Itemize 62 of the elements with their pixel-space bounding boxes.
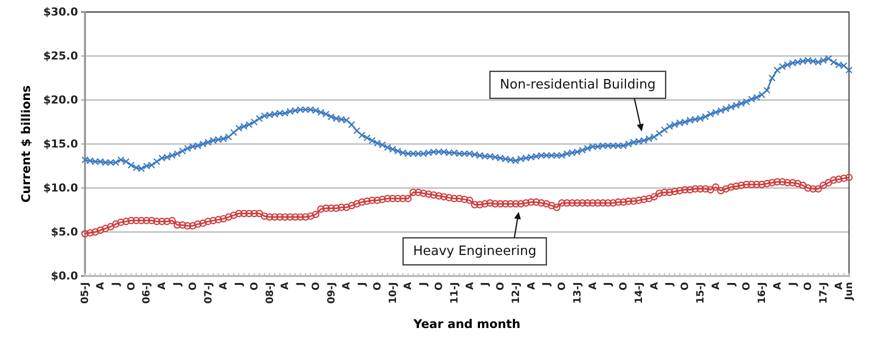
- x-tick-label: Jun: [844, 282, 856, 301]
- x-tick-label: O: [742, 282, 753, 291]
- x-tick-label: O: [188, 282, 199, 291]
- x-tick-label: O: [434, 282, 445, 291]
- x-tick-label: 12-J: [510, 282, 522, 304]
- x-tick-label: A: [834, 282, 845, 290]
- y-tick-label: $25.0: [43, 50, 78, 63]
- x-tick-label: O: [803, 282, 814, 291]
- x-tick-label: A: [464, 282, 476, 290]
- y-axis-title: Current $ billions: [19, 85, 33, 203]
- x-tick-label: J: [172, 282, 184, 287]
- y-tick-label: $0.0: [50, 270, 78, 283]
- x-tick-label: A: [403, 282, 414, 290]
- y-tick-label: $15.0: [43, 138, 78, 151]
- y-tick-label: $20.0: [43, 94, 78, 107]
- x-tick-label: J: [296, 282, 307, 287]
- x-tick-label: A: [649, 282, 660, 290]
- x-tick-label: A: [96, 282, 107, 290]
- x-tick-label: A: [342, 282, 353, 290]
- x-tick-label: 13-J: [572, 282, 584, 304]
- x-tick-label: A: [526, 282, 538, 290]
- x-tick-label: O: [618, 282, 630, 291]
- x-tick-label: O: [557, 282, 568, 291]
- x-tick-label: J: [357, 282, 368, 287]
- y-tick-label: $10.0: [43, 182, 78, 195]
- x-tick-label: 15-J: [696, 282, 706, 304]
- x-tick-label: O: [310, 282, 322, 291]
- x-tick-label: A: [588, 282, 599, 290]
- x-tick-label: O: [372, 282, 384, 291]
- x-tick-label: J: [664, 282, 676, 287]
- x-tick-label: 16-J: [757, 282, 768, 304]
- x-tick-label: O: [126, 282, 138, 291]
- x-tick-label: J: [418, 282, 430, 287]
- x-tick-label: A: [218, 282, 230, 290]
- x-tick-label: J: [234, 282, 246, 287]
- x-tick-label: J: [788, 282, 799, 287]
- x-tick-label: 10-J: [388, 282, 399, 304]
- x-tick-label: J: [603, 282, 614, 287]
- x-tick-label: 09-J: [326, 282, 338, 304]
- x-tick-label: 14-J: [634, 282, 645, 304]
- x-tick-label: 17-J: [818, 282, 830, 304]
- x-tick-label: O: [496, 282, 507, 291]
- y-tick-label: $5.0: [50, 226, 78, 239]
- x-tick-label: A: [157, 282, 168, 290]
- text: Non-residential Building: [500, 77, 656, 92]
- x-tick-label: J: [542, 282, 553, 287]
- text: Heavy Engineering: [413, 244, 536, 259]
- x-tick-label: A: [710, 282, 722, 290]
- x-tick-label: 08-J: [264, 282, 276, 304]
- y-tick-label: $30.0: [43, 6, 78, 19]
- x-tick-label: A: [280, 282, 292, 290]
- x-tick-label: 07-J: [203, 282, 214, 304]
- x-tick-label: A: [772, 282, 784, 290]
- x-tick-label: 06-J: [142, 282, 153, 304]
- x-tick-label: O: [680, 282, 692, 291]
- x-tick-label: 05-J: [80, 282, 92, 304]
- x-tick-label: O: [249, 282, 260, 291]
- x-axis-title: Year and month: [412, 317, 520, 331]
- x-tick-label: J: [110, 282, 122, 287]
- x-tick-label: J: [726, 282, 738, 287]
- x-tick-label: 11-J: [449, 282, 460, 304]
- x-tick-label: J: [480, 282, 492, 287]
